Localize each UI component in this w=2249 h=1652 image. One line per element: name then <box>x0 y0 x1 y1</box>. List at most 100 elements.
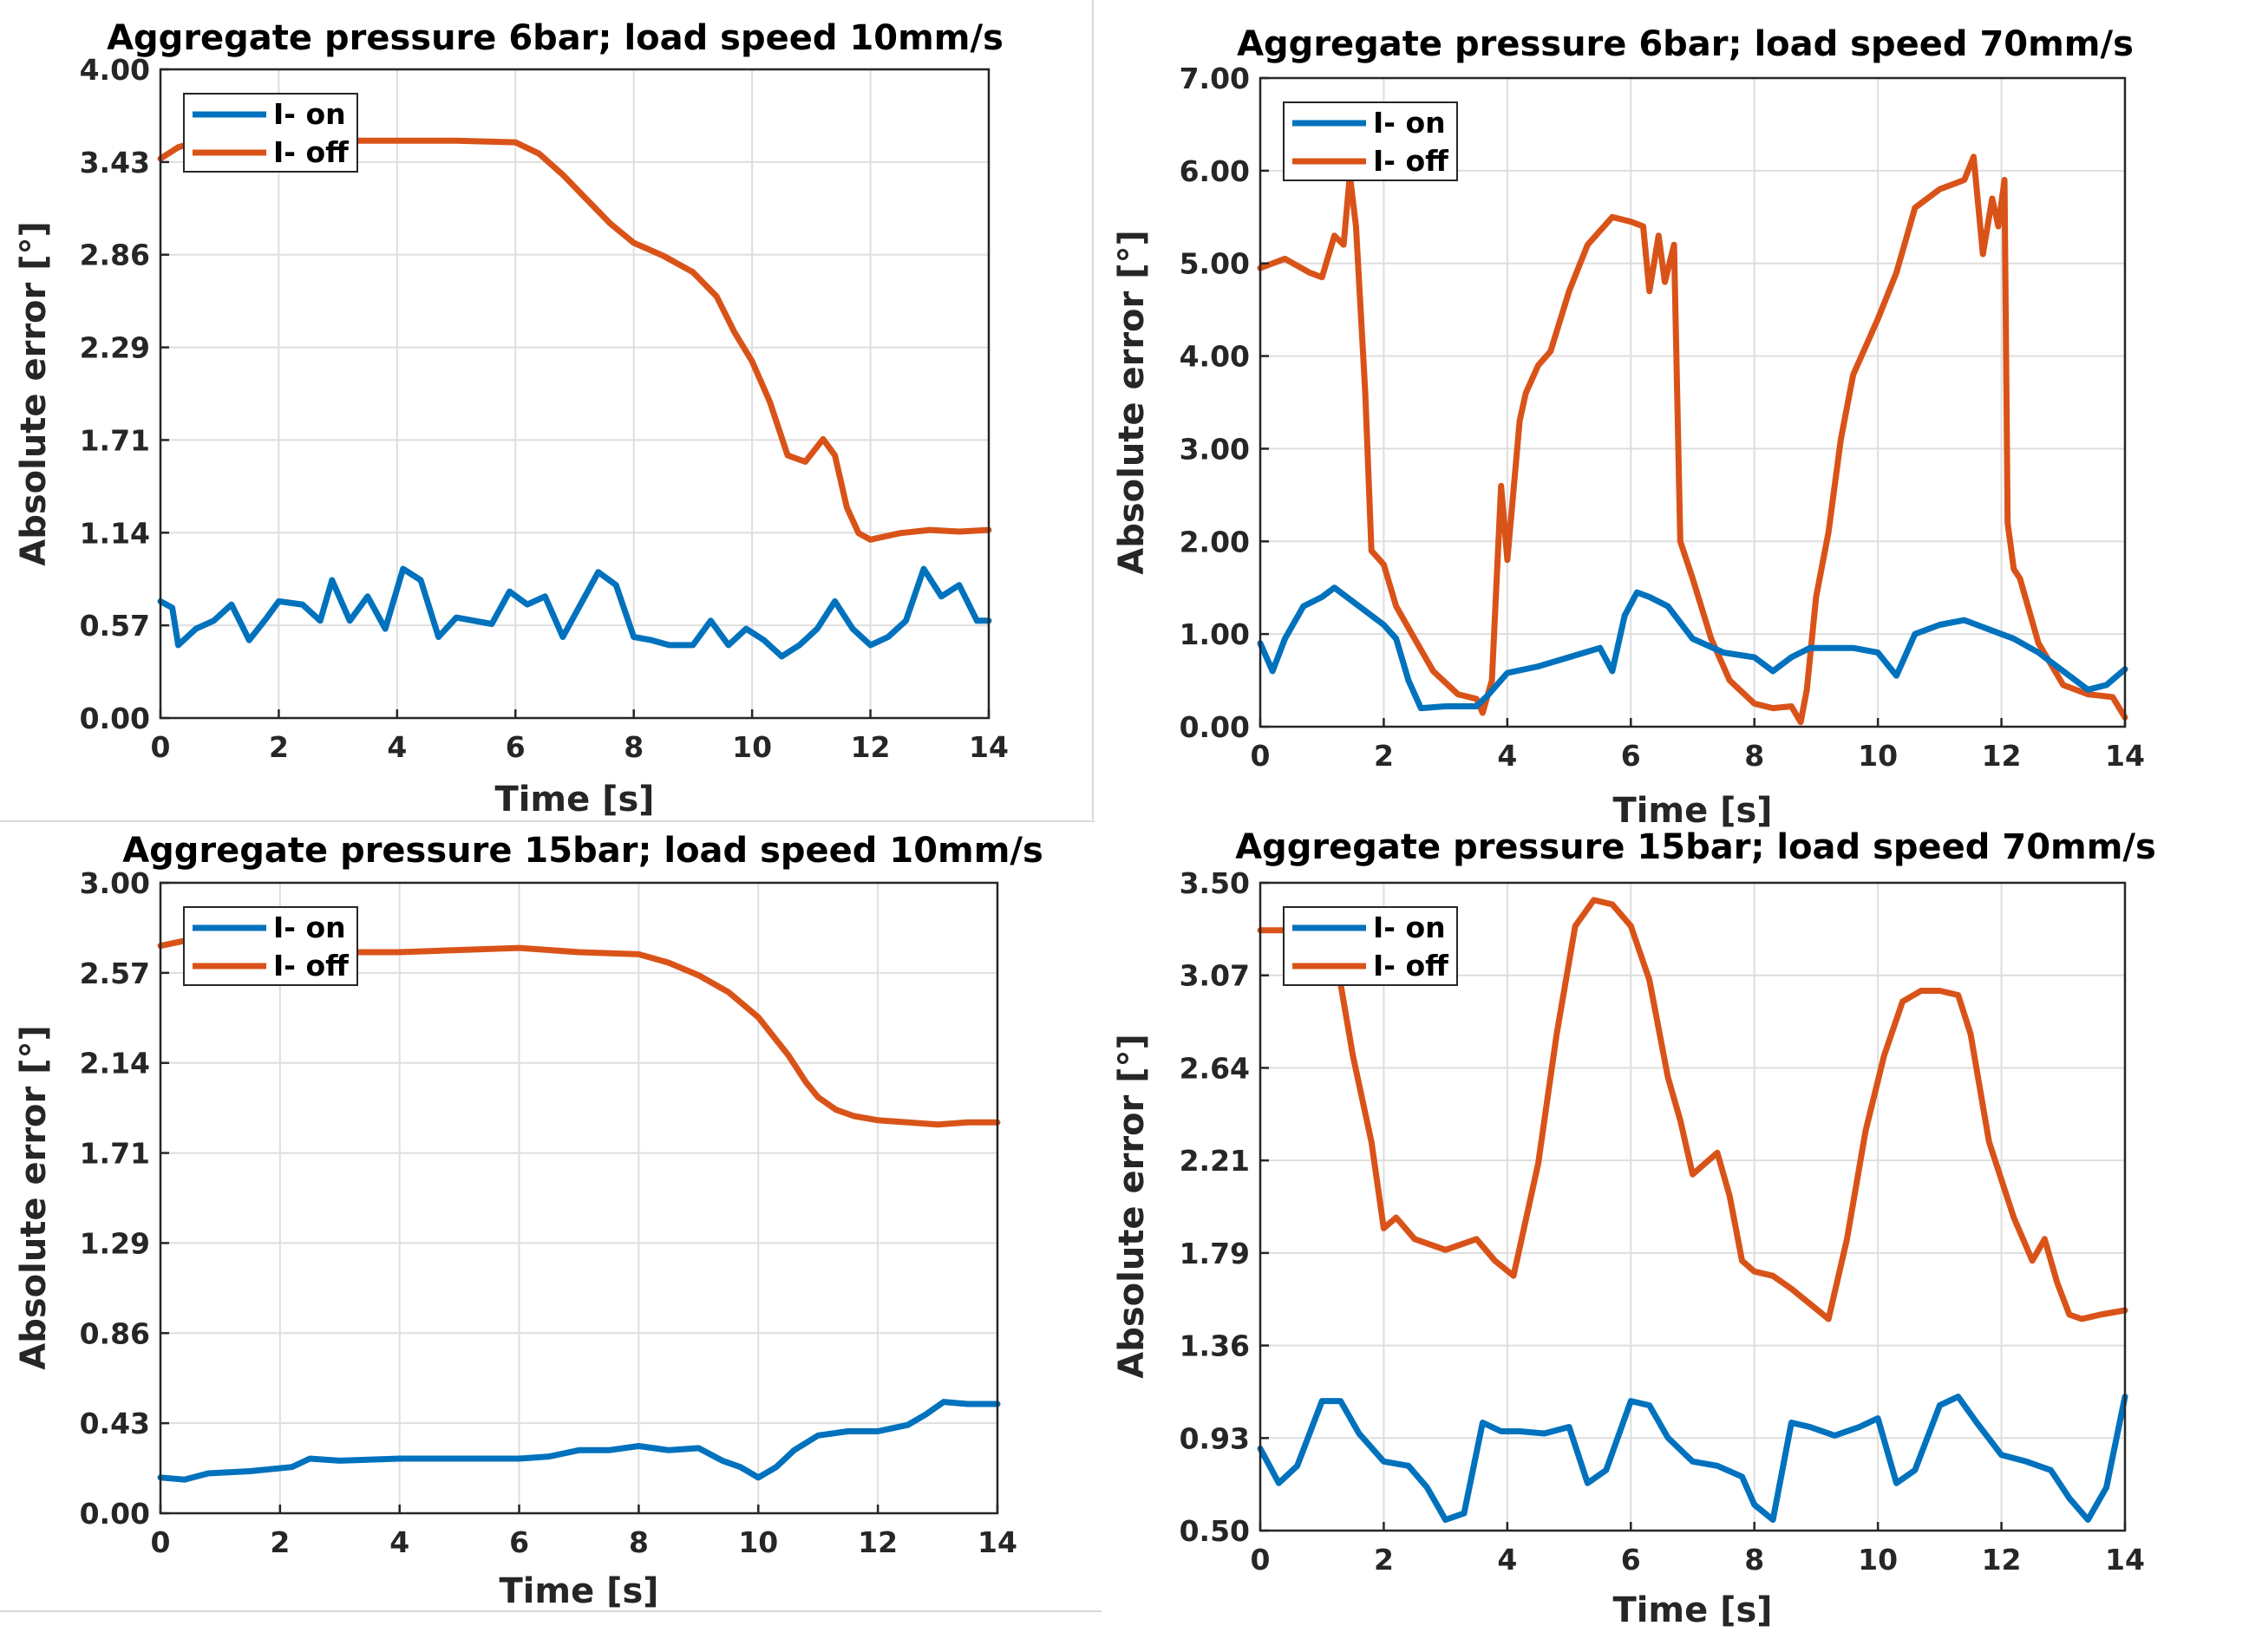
x-tick-label: 4 <box>1497 739 1517 773</box>
y-tick-label: 3.43 <box>80 146 150 180</box>
x-axis-label: Time [s] <box>1612 791 1772 831</box>
y-tick-label: 2.21 <box>1180 1144 1250 1178</box>
x-axis-label: Time [s] <box>494 780 654 819</box>
y-tick-label: 0.00 <box>1180 710 1250 744</box>
x-tick-label: 0 <box>151 1525 171 1559</box>
x-tick-label: 8 <box>1744 739 1764 773</box>
legend-label-i-on: I- on <box>273 97 346 131</box>
x-tick-label: 10 <box>738 1525 778 1559</box>
y-tick-label: 0.50 <box>1180 1514 1250 1548</box>
legend: I- on I- off <box>183 906 358 986</box>
y-tick-label: 1.00 <box>1180 617 1250 651</box>
y-tick-label: 4.00 <box>80 53 150 87</box>
y-tick-label: 0.86 <box>80 1316 150 1350</box>
legend-label-i-on: I- on <box>1373 911 1446 944</box>
x-tick-label: 2 <box>270 1525 290 1559</box>
legend-box <box>183 93 358 173</box>
x-tick-label: 12 <box>851 730 891 764</box>
x-tick-label: 10 <box>1858 739 1898 773</box>
plot-frame <box>1259 76 2127 728</box>
y-axis-label: Absolute error [°] <box>14 221 54 566</box>
panels: 0 2 4 6 8 10 12 14 0.00 0.57 1.14 1.71 2.29 2.86 3.43 4… <box>14 18 2156 1630</box>
x-tick-label: 6 <box>1621 739 1641 773</box>
y-tick-label: 1.71 <box>80 1137 150 1171</box>
legend: I- on I- off <box>1283 906 1458 986</box>
series-line-i-on <box>157 1399 1001 1483</box>
series-line-i-off <box>1257 153 2128 726</box>
y-tick-label: 2.29 <box>80 331 150 365</box>
x-tick-label: 14 <box>2105 1543 2145 1577</box>
x-tick-label: 4 <box>389 1525 409 1559</box>
y-tick-label: 0.43 <box>80 1407 150 1440</box>
x-tick-label: 6 <box>506 730 526 764</box>
y-axis-label: Absolute error [°] <box>1112 230 1152 575</box>
chart-title: Aggregate pressure 6bar; load speed 10mm… <box>107 18 1004 58</box>
x-tick-label: 0 <box>151 730 171 764</box>
x-tick-label: 2 <box>1374 739 1394 773</box>
series-line-i-on <box>1257 1394 2128 1523</box>
y-tick-label: 1.14 <box>80 516 150 550</box>
x-axis-label: Time [s] <box>499 1571 658 1611</box>
y-tick-label: 2.86 <box>80 238 150 272</box>
x-axis-label: Time [s] <box>1612 1590 1772 1630</box>
x-tick-label: 4 <box>387 730 407 764</box>
x-tick-label: 14 <box>977 1525 1017 1559</box>
legend-label-i-off: I- off <box>1373 949 1449 983</box>
y-tick-label: 2.64 <box>1180 1051 1250 1085</box>
x-tick-label: 8 <box>624 730 644 764</box>
legend: I- on I- off <box>183 93 358 173</box>
y-tick-label: 0.00 <box>80 1497 150 1531</box>
legend-label-i-off: I- off <box>273 949 350 983</box>
y-tick-label: 7.00 <box>1180 62 1250 95</box>
x-tick-label: 14 <box>2105 739 2145 773</box>
legend: I- on I- off <box>1283 101 1458 181</box>
y-tick-label: 1.71 <box>80 423 150 457</box>
legend-label-i-off: I- off <box>1373 144 1449 178</box>
x-tick-label: 12 <box>1982 1543 2022 1577</box>
plot-area <box>1260 883 2125 1531</box>
y-tick-label: 0.57 <box>80 609 150 643</box>
plot-frame <box>1259 881 2127 1532</box>
x-tick-label: 12 <box>1982 739 2022 773</box>
y-tick-label: 4.00 <box>1180 340 1250 374</box>
x-tick-label: 10 <box>732 730 772 764</box>
x-tick-label: 10 <box>1858 1543 1898 1577</box>
series-line-i-on <box>157 565 992 660</box>
x-tick-label: 4 <box>1497 1543 1517 1577</box>
plot-frame <box>159 68 990 720</box>
x-tick-label: 6 <box>509 1525 529 1559</box>
y-tick-label: 2.00 <box>1180 525 1250 558</box>
y-tick-label: 1.79 <box>1180 1237 1250 1270</box>
y-tick-label: 3.00 <box>1180 432 1250 466</box>
y-tick-label: 6.00 <box>1180 154 1250 188</box>
y-tick-label: 2.57 <box>80 957 150 990</box>
legend-box <box>1283 101 1458 181</box>
chart-panel-4: 0 2 4 6 8 10 12 14 0.50 0.93 1.36 1.79 2.21 2.64 3.07 3… <box>1112 827 2156 1630</box>
chart-panel-2: 0 2 4 6 8 10 12 14 0.00 1.00 2.00 3.00 4.00 5.00 6.00 7… <box>1112 24 2145 831</box>
chart-title: Aggregate pressure 15bar; load speed 70m… <box>1235 827 2156 867</box>
legend-label-i-on: I- on <box>273 911 346 944</box>
x-tick-label: 14 <box>969 730 1009 764</box>
series-line-i-off <box>1257 897 2128 1322</box>
y-tick-label: 3.50 <box>1180 866 1250 900</box>
y-tick-label: 3.00 <box>80 866 150 900</box>
x-tick-label: 0 <box>1251 739 1271 773</box>
series-line-i-on <box>1257 584 2128 712</box>
x-tick-label: 2 <box>1374 1543 1394 1577</box>
y-tick-label: 3.07 <box>1180 959 1250 993</box>
legend-label-i-on: I- on <box>1373 106 1446 140</box>
legend-label-i-off: I- off <box>273 135 350 169</box>
y-tick-label: 2.14 <box>80 1047 150 1081</box>
x-tick-label: 8 <box>1744 1543 1764 1577</box>
plot-frame <box>159 881 999 1515</box>
plot-area <box>160 883 997 1513</box>
x-tick-label: 0 <box>1251 1543 1271 1577</box>
y-tick-label: 5.00 <box>1180 247 1250 281</box>
y-tick-label: 1.36 <box>1180 1329 1250 1363</box>
chart-panel-3: 0 2 4 6 8 10 12 14 0.00 0.43 0.86 1.29 1.71 2.14 2.57 3… <box>14 831 1043 1611</box>
x-tick-label: 2 <box>269 730 289 764</box>
legend-box <box>183 906 358 986</box>
y-axis-label: Absolute error [°] <box>14 1025 54 1370</box>
legend-box <box>1283 906 1458 986</box>
